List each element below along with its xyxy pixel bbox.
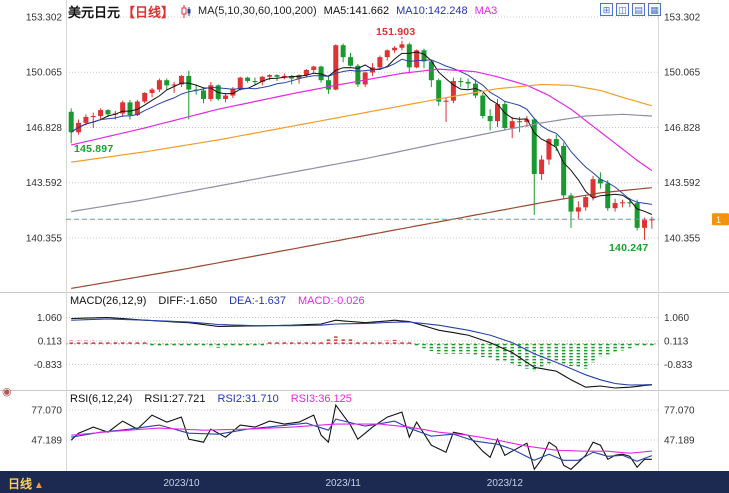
price-line-layer: 1 — [66, 31, 729, 226]
svg-text:2023/12: 2023/12 — [487, 478, 524, 489]
svg-text:146.828: 146.828 — [26, 123, 63, 134]
macd-layer — [69, 316, 654, 389]
rsi2-value: RSI2:31.710 — [217, 393, 279, 405]
svg-text:77.070: 77.070 — [31, 406, 62, 417]
svg-text:150.065: 150.065 — [664, 68, 701, 79]
candles-layer — [68, 40, 655, 240]
chart-header: 美元日元 【日线】 MA(5,10,30,60,100,200) MA5:141… — [68, 3, 498, 20]
svg-text:146.828: 146.828 — [664, 123, 701, 134]
dea-value: DEA:-1.637 — [229, 295, 286, 307]
ma10-value: MA10:142.248 — [396, 5, 468, 17]
svg-text:0.113: 0.113 — [664, 337, 689, 348]
svg-text:143.592: 143.592 — [26, 178, 63, 189]
ma-parameters-label: MA(5,10,30,60,100,200) — [198, 5, 317, 17]
svg-text:47.189: 47.189 — [31, 436, 62, 447]
period-selector[interactable]: 日线 ▲ — [8, 475, 44, 492]
svg-text:140.355: 140.355 — [664, 233, 701, 244]
svg-text:150.065: 150.065 — [26, 68, 63, 79]
ma5-value: MA5:141.662 — [323, 5, 390, 17]
svg-text:77.070: 77.070 — [664, 406, 695, 417]
triangle-up-icon: ▲ — [34, 480, 44, 491]
bottom-status-bar: 日线 ▲ — [0, 471, 729, 493]
rsi-layer — [70, 403, 653, 471]
rsi1-value: RSI1:27.721 — [144, 393, 206, 405]
recent-low-price-label: 140.247 — [609, 242, 649, 254]
macd-legend: MACD(26,12,9) DIFF:-1.650 DEA:-1.637 MAC… — [70, 295, 365, 307]
candlestick-icon — [181, 4, 191, 18]
svg-text:1.060: 1.060 — [37, 313, 62, 324]
svg-text:2023/11: 2023/11 — [325, 478, 361, 489]
svg-text:1.060: 1.060 — [664, 313, 689, 324]
rsi3-value: RSI3:36.125 — [290, 393, 352, 405]
ma-lines-layer — [70, 51, 653, 289]
rsi-params-label: RSI(6,12,24) — [70, 393, 133, 405]
grid-layer — [0, 0, 729, 471]
single-pane-icon[interactable]: ⊞ — [600, 3, 613, 16]
axis-labels-layer: 153.302 153.302 150.065 150.065 146.828 146.8… — [26, 13, 701, 447]
period-label: 日线 — [8, 477, 33, 491]
two-pane-icon[interactable]: ◫ — [616, 3, 629, 16]
svg-text:153.302: 153.302 — [26, 13, 63, 24]
svg-text:2023/10: 2023/10 — [163, 478, 200, 489]
left-low-price-label: 145.897 — [74, 143, 114, 155]
svg-text:47.189: 47.189 — [664, 436, 695, 447]
svg-text:140.355: 140.355 — [26, 233, 63, 244]
svg-text:-0.833: -0.833 — [34, 360, 63, 371]
grid-pane-icon[interactable]: ▦ — [648, 3, 661, 16]
macd-value: MACD:-0.026 — [297, 295, 365, 307]
layout-toolbar: ⊞ ◫ ▤ ▦ — [600, 3, 661, 16]
svg-text:0.113: 0.113 — [38, 337, 63, 348]
svg-text:1: 1 — [716, 215, 721, 225]
rsi-legend: RSI(6,12,24) RSI1:27.721 RSI2:31.710 RSI… — [70, 393, 352, 405]
ma30-value-truncated: MA3 — [474, 5, 498, 17]
rows-pane-icon[interactable]: ▤ — [632, 3, 645, 16]
svg-text:153.302: 153.302 — [664, 13, 701, 24]
x-axis-layer: 2023/10 2023/11 2023/12 — [163, 478, 523, 489]
instrument-name: 美元日元 — [68, 4, 121, 20]
high-price-label: 151.903 — [376, 26, 416, 38]
svg-text:-0.833: -0.833 — [664, 360, 693, 371]
period-tag: 【日线】 — [122, 4, 175, 20]
indicator-settings-icon[interactable]: ◉ — [2, 386, 12, 398]
diff-value: DIFF:-1.650 — [158, 295, 218, 307]
svg-text:143.592: 143.592 — [664, 178, 701, 189]
macd-params-label: MACD(26,12,9) — [70, 295, 147, 307]
